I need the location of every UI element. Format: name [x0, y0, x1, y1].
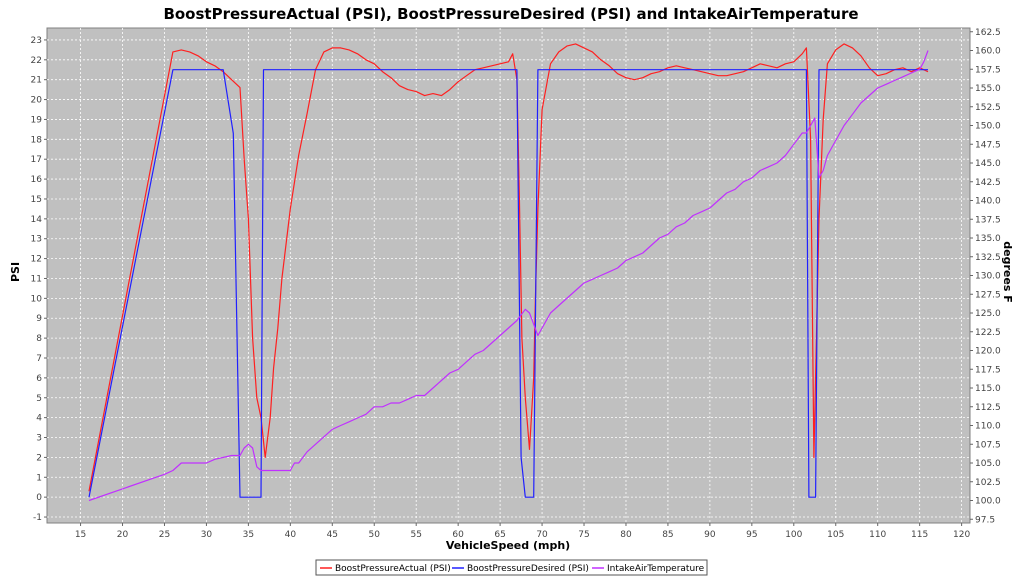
y2-tick-label: 132.5 — [975, 253, 1001, 263]
y2-tick-label: 115.0 — [975, 384, 1001, 394]
y2-tick-label: 147.5 — [975, 140, 1001, 150]
y2-tick-label: 97.5 — [975, 515, 995, 525]
y-tick-label: 10 — [31, 294, 43, 304]
legend-label-intake: IntakeAirTemperature — [607, 564, 705, 574]
y2-tick-label: 142.5 — [975, 178, 1001, 188]
y-axis-label: PSI — [9, 262, 22, 282]
y2-tick-label: 145.0 — [975, 159, 1001, 169]
y2-tick-label: 120.0 — [975, 347, 1001, 357]
y2-tick-label: 157.5 — [975, 65, 1001, 75]
x-tick-label: 30 — [201, 530, 213, 540]
y-tick-label: 19 — [31, 115, 43, 125]
legend-label-actual: BoostPressureActual (PSI) — [335, 564, 451, 574]
x-tick-label: 80 — [620, 530, 632, 540]
y-tick-label: -1 — [33, 513, 42, 523]
y-tick-label: 2 — [36, 453, 42, 463]
y2-axis-label: degrees F — [1001, 241, 1014, 302]
y2-tick-label: 150.0 — [975, 122, 1001, 132]
x-tick-label: 85 — [662, 530, 673, 540]
y-tick-label: 1 — [36, 473, 42, 483]
series-line-intake-air-temperature — [88, 50, 929, 502]
x-tick-label: 65 — [494, 530, 505, 540]
x-tick-label: 105 — [827, 530, 844, 540]
x-tick-label: 110 — [869, 530, 886, 540]
x-tick-label: 75 — [578, 530, 589, 540]
y-tick-label: 23 — [31, 36, 42, 46]
y2-tick-label: 140.0 — [975, 197, 1001, 207]
x-tick-label: 40 — [285, 530, 297, 540]
y-axis-right: 97.5 100.0 102.5 105.0 107.5 110.0 112.5 115.0 1… — [970, 28, 1001, 525]
y2-tick-label: 112.5 — [975, 403, 1001, 413]
series-line-boost-desired — [88, 69, 928, 498]
y-tick-label: 15 — [31, 195, 42, 205]
x-tick-label: 45 — [327, 530, 338, 540]
y2-tick-label: 135.0 — [975, 234, 1001, 244]
y2-tick-label: 110.0 — [975, 422, 1001, 432]
legend: BoostPressureActual (PSI) BoostPressureD… — [315, 559, 708, 576]
x-tick-label: 55 — [410, 530, 421, 540]
plot-area — [46, 27, 971, 524]
y-tick-label: 7 — [36, 354, 42, 364]
y-tick-label: 20 — [31, 96, 43, 106]
x-tick-label: 20 — [117, 530, 129, 540]
y2-tick-label: 162.5 — [975, 28, 1001, 38]
y-tick-label: 13 — [31, 235, 42, 245]
y-tick-label: 6 — [36, 374, 42, 384]
y2-tick-label: 102.5 — [975, 478, 1001, 488]
x-tick-label: 60 — [452, 530, 464, 540]
y-tick-label: 17 — [31, 155, 42, 165]
y2-tick-label: 107.5 — [975, 440, 1001, 450]
legend-label-desired: BoostPressureDesired (PSI) — [467, 564, 589, 574]
y2-tick-label: 152.5 — [975, 103, 1001, 113]
x-tick-label: 35 — [243, 530, 254, 540]
y2-tick-label: 155.0 — [975, 84, 1001, 94]
y2-tick-label: 160.0 — [975, 47, 1001, 57]
y-tick-label: 8 — [36, 334, 42, 344]
y-tick-label: 16 — [31, 175, 43, 185]
y2-tick-label: 100.0 — [975, 497, 1001, 507]
x-tick-label: 100 — [785, 530, 802, 540]
x-tick-label: 115 — [911, 530, 928, 540]
y-tick-label: 21 — [31, 76, 42, 86]
y-tick-label: 11 — [31, 274, 42, 284]
y-tick-label: 3 — [36, 434, 42, 444]
y-tick-label: 9 — [36, 314, 42, 324]
series-line-boost-actual — [88, 43, 929, 492]
chart-title: BoostPressureActual (PSI), BoostPressure… — [163, 5, 858, 23]
y2-tick-label: 117.5 — [975, 365, 1001, 375]
y-tick-label: 22 — [31, 56, 42, 66]
y2-tick-label: 122.5 — [975, 328, 1001, 338]
x-tick-label: 95 — [746, 530, 757, 540]
y2-tick-label: 127.5 — [975, 290, 1001, 300]
series-group — [88, 43, 929, 502]
y-tick-label: 14 — [31, 215, 43, 225]
y-tick-label: 5 — [36, 394, 42, 404]
x-tick-label: 25 — [159, 530, 170, 540]
x-tick-label: 90 — [704, 530, 716, 540]
y-tick-label: 12 — [31, 255, 42, 265]
x-tick-label: 15 — [75, 530, 86, 540]
x-tick-label: 70 — [536, 530, 548, 540]
y-tick-label: 4 — [36, 414, 42, 424]
y-tick-label: 0 — [36, 493, 42, 503]
x-axis-label: VehicleSpeed (mph) — [446, 539, 570, 552]
x-tick-label: 50 — [369, 530, 381, 540]
y2-tick-label: 105.0 — [975, 459, 1001, 469]
x-axis: 15 20 25 30 35 40 45 50 55 60 65 70 75 80 85 90 95 100 105… — [75, 523, 970, 540]
x-tick-label: 120 — [953, 530, 970, 540]
y2-tick-label: 125.0 — [975, 309, 1001, 319]
y2-tick-label: 130.0 — [975, 272, 1001, 282]
y-tick-label: 18 — [31, 135, 43, 145]
y2-tick-label: 137.5 — [975, 215, 1001, 225]
legend-box — [315, 559, 708, 576]
